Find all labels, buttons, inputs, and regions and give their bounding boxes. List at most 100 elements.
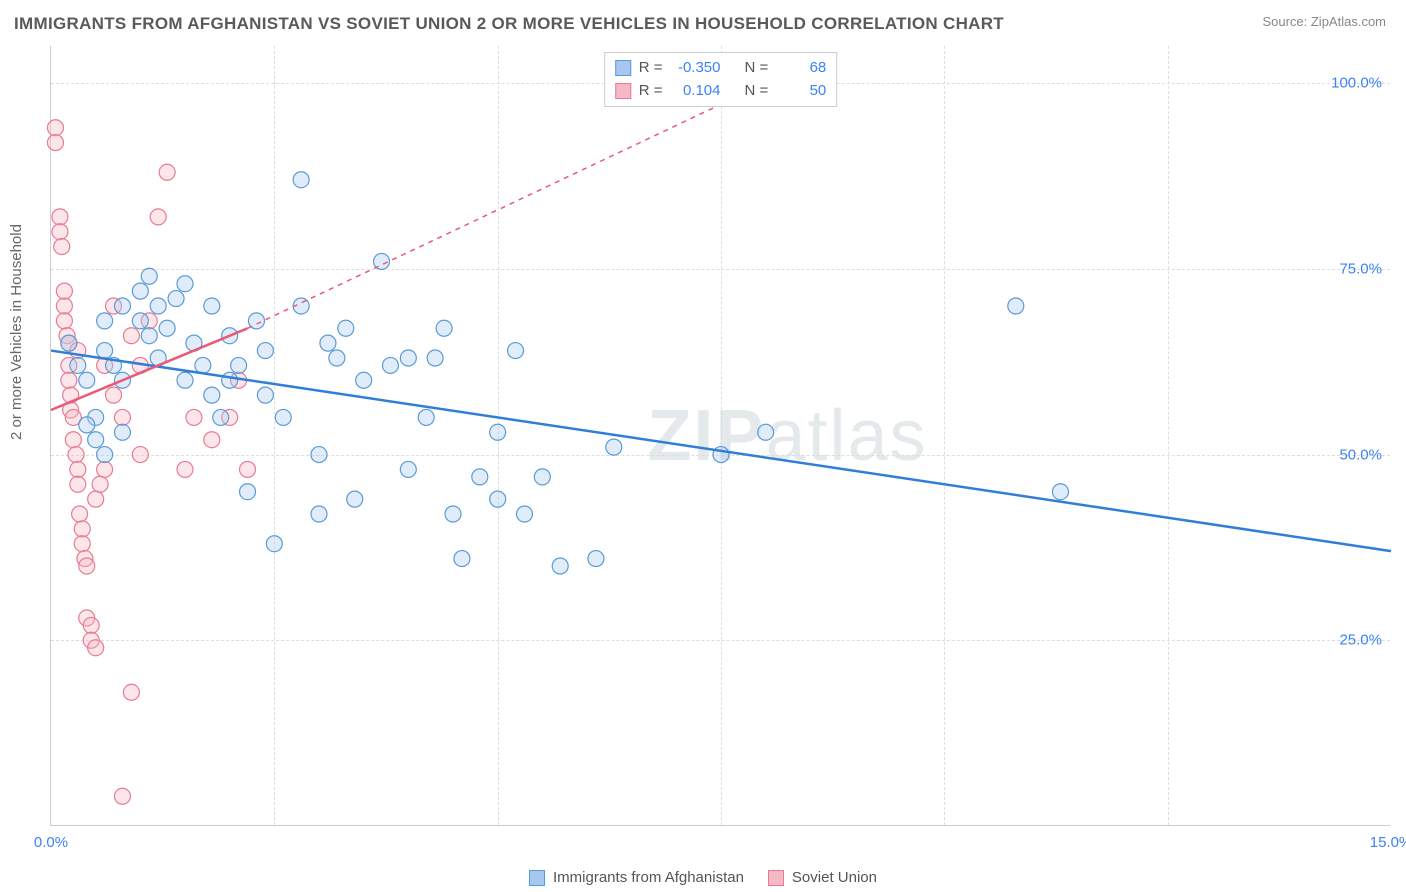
- data-point: [79, 372, 95, 388]
- data-point: [1008, 298, 1024, 314]
- regression-line-blue: [51, 351, 1391, 552]
- data-point: [79, 417, 95, 433]
- data-point: [72, 506, 88, 522]
- data-point: [97, 343, 113, 359]
- data-point: [150, 298, 166, 314]
- data-point: [132, 313, 148, 329]
- data-point: [88, 491, 104, 507]
- data-point: [52, 209, 68, 225]
- header: IMMIGRANTS FROM AFGHANISTAN VS SOVIET UN…: [0, 0, 1406, 42]
- swatch-icon: [768, 870, 784, 886]
- y-axis-label: 2 or more Vehicles in Household: [8, 224, 25, 440]
- data-point: [257, 387, 273, 403]
- chart-title: IMMIGRANTS FROM AFGHANISTAN VS SOVIET UN…: [14, 14, 1004, 34]
- y-tick: 50.0%: [1339, 446, 1382, 463]
- data-point: [400, 350, 416, 366]
- data-point: [159, 320, 175, 336]
- data-point: [400, 461, 416, 477]
- data-point: [329, 350, 345, 366]
- data-point: [266, 536, 282, 552]
- data-point: [88, 640, 104, 656]
- data-point: [222, 372, 238, 388]
- data-point: [65, 432, 81, 448]
- legend-item-1: Immigrants from Afghanistan: [529, 869, 744, 886]
- data-point: [231, 357, 247, 373]
- stats-row-2: R = 0.104 N = 50: [615, 80, 827, 103]
- data-point: [240, 484, 256, 500]
- data-point: [445, 506, 461, 522]
- data-point: [97, 461, 113, 477]
- legend-item-2: Soviet Union: [768, 869, 877, 886]
- data-point: [490, 424, 506, 440]
- data-point: [320, 335, 336, 351]
- legend-label: Soviet Union: [792, 869, 877, 886]
- data-point: [97, 313, 113, 329]
- data-point: [454, 551, 470, 567]
- data-point: [68, 447, 84, 463]
- data-point: [114, 788, 130, 804]
- data-point: [195, 357, 211, 373]
- data-point: [132, 283, 148, 299]
- data-point: [516, 506, 532, 522]
- data-point: [356, 372, 372, 388]
- data-point: [74, 536, 90, 552]
- data-point: [123, 684, 139, 700]
- y-tick: 25.0%: [1339, 632, 1382, 649]
- data-point: [54, 239, 70, 255]
- data-point: [758, 424, 774, 440]
- data-point: [240, 461, 256, 477]
- data-point: [70, 476, 86, 492]
- data-point: [338, 320, 354, 336]
- data-point: [204, 298, 220, 314]
- x-tick: 0.0%: [34, 834, 68, 851]
- data-point: [88, 432, 104, 448]
- scatter-svg: [51, 46, 1391, 826]
- y-tick: 100.0%: [1331, 75, 1382, 92]
- data-point: [588, 551, 604, 567]
- data-point: [56, 313, 72, 329]
- data-point: [52, 224, 68, 240]
- swatch-icon: [615, 83, 631, 99]
- data-point: [490, 491, 506, 507]
- data-point: [92, 476, 108, 492]
- source-label: Source: ZipAtlas.com: [1262, 14, 1386, 29]
- data-point: [141, 328, 157, 344]
- data-point: [168, 291, 184, 307]
- data-point: [150, 209, 166, 225]
- swatch-icon: [529, 870, 545, 886]
- data-point: [70, 357, 86, 373]
- data-point: [177, 461, 193, 477]
- x-tick: 15.0%: [1370, 834, 1406, 851]
- y-tick: 75.0%: [1339, 260, 1382, 277]
- data-point: [606, 439, 622, 455]
- data-point: [74, 521, 90, 537]
- data-point: [311, 447, 327, 463]
- data-point: [56, 298, 72, 314]
- data-point: [132, 447, 148, 463]
- data-point: [114, 409, 130, 425]
- data-point: [204, 432, 220, 448]
- data-point: [159, 164, 175, 180]
- data-point: [141, 268, 157, 284]
- data-point: [97, 447, 113, 463]
- data-point: [83, 617, 99, 633]
- data-point: [427, 350, 443, 366]
- data-point: [177, 372, 193, 388]
- data-point: [61, 335, 77, 351]
- bottom-legend: Immigrants from Afghanistan Soviet Union: [529, 869, 877, 886]
- data-point: [186, 409, 202, 425]
- data-point: [47, 135, 63, 151]
- data-point: [177, 276, 193, 292]
- data-point: [552, 558, 568, 574]
- stats-box: R = -0.350 N = 68 R = 0.104 N = 50: [604, 52, 838, 107]
- data-point: [436, 320, 452, 336]
- data-point: [56, 283, 72, 299]
- data-point: [70, 461, 86, 477]
- data-point: [347, 491, 363, 507]
- swatch-icon: [615, 60, 631, 76]
- data-point: [204, 387, 220, 403]
- chart-plot-area: ZIPatlas R = -0.350 N = 68 R = 0.104 N =…: [50, 46, 1390, 826]
- data-point: [79, 558, 95, 574]
- regression-line-pink-dashed: [248, 83, 766, 328]
- stats-row-1: R = -0.350 N = 68: [615, 57, 827, 80]
